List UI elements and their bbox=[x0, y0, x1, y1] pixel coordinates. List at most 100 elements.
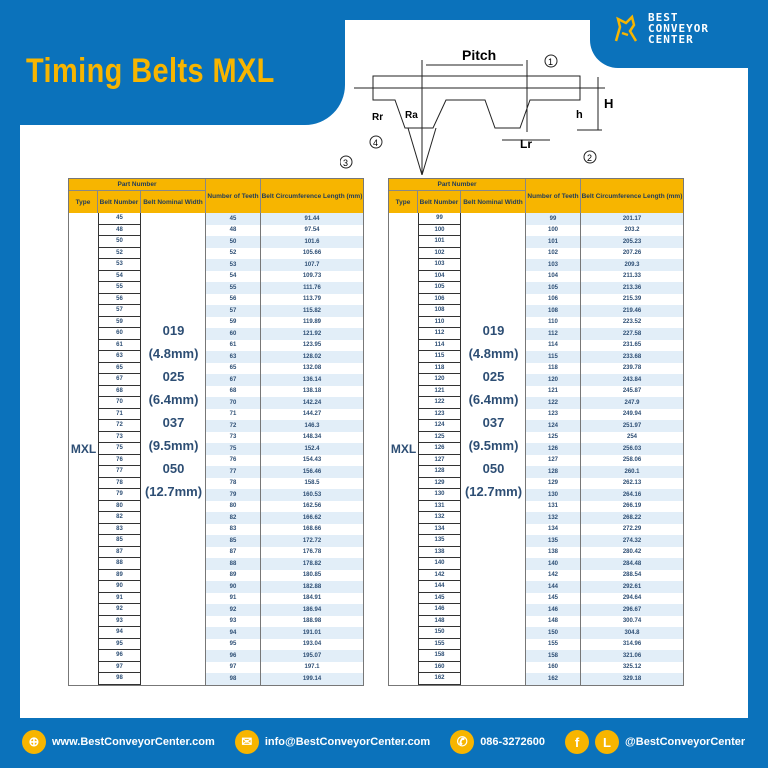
table-row: 115 115 233.68 bbox=[389, 351, 683, 363]
length-cell: 254 bbox=[626, 434, 637, 441]
belt-number-cell: 162 bbox=[418, 673, 461, 685]
belt-number-cell: 83 bbox=[98, 523, 141, 535]
length-cell: 256.03 bbox=[581, 443, 683, 455]
teeth-cell: 118 bbox=[526, 362, 581, 374]
length-cell: 148.34 bbox=[302, 434, 322, 441]
belt-number-cell: 105 bbox=[418, 282, 461, 294]
teeth-cell: 162 bbox=[526, 673, 581, 685]
length-cell: 142.24 bbox=[261, 397, 363, 409]
width-mm: (12.7mm) bbox=[144, 484, 203, 499]
width-mm: (9.5mm) bbox=[468, 438, 519, 453]
width-code: 025 bbox=[162, 369, 185, 384]
teeth-cell: 80 bbox=[206, 500, 261, 512]
belt-number-cell: 70 bbox=[98, 397, 141, 409]
belt-number-cell: 89 bbox=[98, 569, 141, 581]
length-cell: 123.95 bbox=[302, 342, 322, 349]
table-row: 68 68 138.18 bbox=[69, 385, 363, 397]
table-row: 101 101 205.23 bbox=[389, 236, 683, 248]
length-cell: 321.06 bbox=[581, 650, 683, 662]
table-row: 97 97 197.1 bbox=[69, 661, 363, 673]
belt-number-cell: 144 bbox=[418, 581, 461, 593]
teeth-cell: 71 bbox=[206, 408, 261, 420]
belt-number-cell: 131 bbox=[418, 500, 461, 512]
social-handle[interactable]: @BestConveyorCenter bbox=[625, 736, 746, 748]
belt-number-cell: 45 bbox=[98, 213, 141, 225]
header-width: Belt Nominal Width bbox=[141, 191, 206, 213]
length-cell: 215.39 bbox=[622, 296, 642, 303]
length-cell: 156.46 bbox=[261, 466, 363, 478]
facebook-icon[interactable]: f bbox=[565, 730, 590, 754]
belt-number-cell: 128 bbox=[418, 466, 461, 478]
table-row: 91 91 184.91 bbox=[69, 592, 363, 604]
teeth-cell: 77 bbox=[206, 466, 261, 478]
table-row: 102 102 207.26 bbox=[389, 247, 683, 259]
table-row: 114 114 231.65 bbox=[389, 339, 683, 351]
belt-number-cell: 155 bbox=[418, 638, 461, 650]
teeth-cell: 132 bbox=[526, 512, 581, 524]
table-row: 59 59 119.89 bbox=[69, 316, 363, 328]
belt-number-cell: 160 bbox=[418, 661, 461, 673]
table-row: 88 88 178.82 bbox=[69, 558, 363, 570]
belt-number-cell: 123 bbox=[418, 408, 461, 420]
length-cell: 201.17 bbox=[581, 213, 683, 225]
table-header: Part Number Type Belt Number Belt Nominal W… bbox=[69, 179, 363, 213]
length-cell: 193.04 bbox=[302, 641, 322, 648]
belt-number-cell: 54 bbox=[98, 270, 141, 282]
belt-number-cell: 120 bbox=[418, 374, 461, 386]
table-row: 146 146 296.67 bbox=[389, 604, 683, 616]
belt-number-cell: 65 bbox=[98, 362, 141, 374]
teeth-cell: 142 bbox=[526, 569, 581, 581]
width-code: 037 bbox=[482, 415, 505, 430]
belt-number-cell: 75 bbox=[98, 443, 141, 455]
teeth-cell: 76 bbox=[206, 454, 261, 466]
table-row: 60 60 121.92 bbox=[69, 328, 363, 340]
belt-number-cell: 125 bbox=[418, 431, 461, 443]
teeth-cell: 79 bbox=[206, 489, 261, 501]
teeth-cell: 59 bbox=[206, 316, 261, 328]
teeth-cell: 54 bbox=[206, 270, 261, 282]
header-width: Belt Nominal Width bbox=[461, 191, 526, 213]
length-cell: 264.16 bbox=[581, 489, 683, 501]
length-cell: 195.07 bbox=[261, 650, 363, 662]
table-row: 72 72 146.3 bbox=[69, 420, 363, 432]
length-cell: 266.19 bbox=[622, 503, 642, 510]
belt-number-cell: 56 bbox=[98, 293, 141, 305]
teeth-cell: 155 bbox=[526, 638, 581, 650]
teeth-cell: 105 bbox=[526, 282, 581, 294]
length-cell: 119.89 bbox=[302, 319, 322, 326]
phone-number[interactable]: 086-3272600 bbox=[480, 736, 546, 748]
length-cell: 223.52 bbox=[622, 319, 642, 326]
length-cell: 180.85 bbox=[302, 572, 322, 579]
teeth-cell: 61 bbox=[206, 339, 261, 351]
website-link[interactable]: www.BestConveyorCenter.com bbox=[52, 736, 215, 748]
belt-number-cell: 158 bbox=[418, 650, 461, 662]
content-panel bbox=[20, 20, 748, 718]
length-cell: 205.23 bbox=[581, 236, 683, 248]
belt-number-cell: 98 bbox=[98, 673, 141, 685]
logo-text: BEST bbox=[648, 11, 679, 24]
table-row: 125 125 254 bbox=[389, 431, 683, 443]
length-cell: 213.36 bbox=[581, 282, 683, 294]
table-row: 85 85 172.72 bbox=[69, 535, 363, 547]
type-cell: MXL bbox=[390, 441, 417, 456]
width-mm: (9.5mm) bbox=[148, 438, 199, 453]
width-code: 025 bbox=[482, 369, 505, 384]
length-cell: 233.68 bbox=[581, 351, 683, 363]
email-link[interactable]: info@BestConveyorCenter.com bbox=[264, 736, 431, 748]
line-icon[interactable]: L bbox=[595, 730, 620, 754]
teeth-cell: 73 bbox=[206, 431, 261, 443]
belt-number-cell: 145 bbox=[418, 592, 461, 604]
teeth-cell: 108 bbox=[526, 305, 581, 317]
table-row: 90 90 182.88 bbox=[69, 581, 363, 593]
belt-number-cell: 48 bbox=[98, 224, 141, 236]
length-cell: 144.27 bbox=[302, 411, 322, 418]
table-row: 57 57 115.82 bbox=[69, 305, 363, 317]
table-row: 122 122 247.9 bbox=[389, 397, 683, 409]
teeth-cell: 63 bbox=[206, 351, 261, 363]
header-part-number: Part Number bbox=[69, 179, 206, 191]
table-row: 99 99 201.17 bbox=[389, 213, 683, 225]
belt-number-cell: 91 bbox=[98, 592, 141, 604]
teeth-cell: 60 bbox=[206, 328, 261, 340]
table-row: 89 89 180.85 bbox=[69, 569, 363, 581]
belt-table-left: Part Number Type Belt Number Belt Nominal W… bbox=[68, 178, 364, 686]
